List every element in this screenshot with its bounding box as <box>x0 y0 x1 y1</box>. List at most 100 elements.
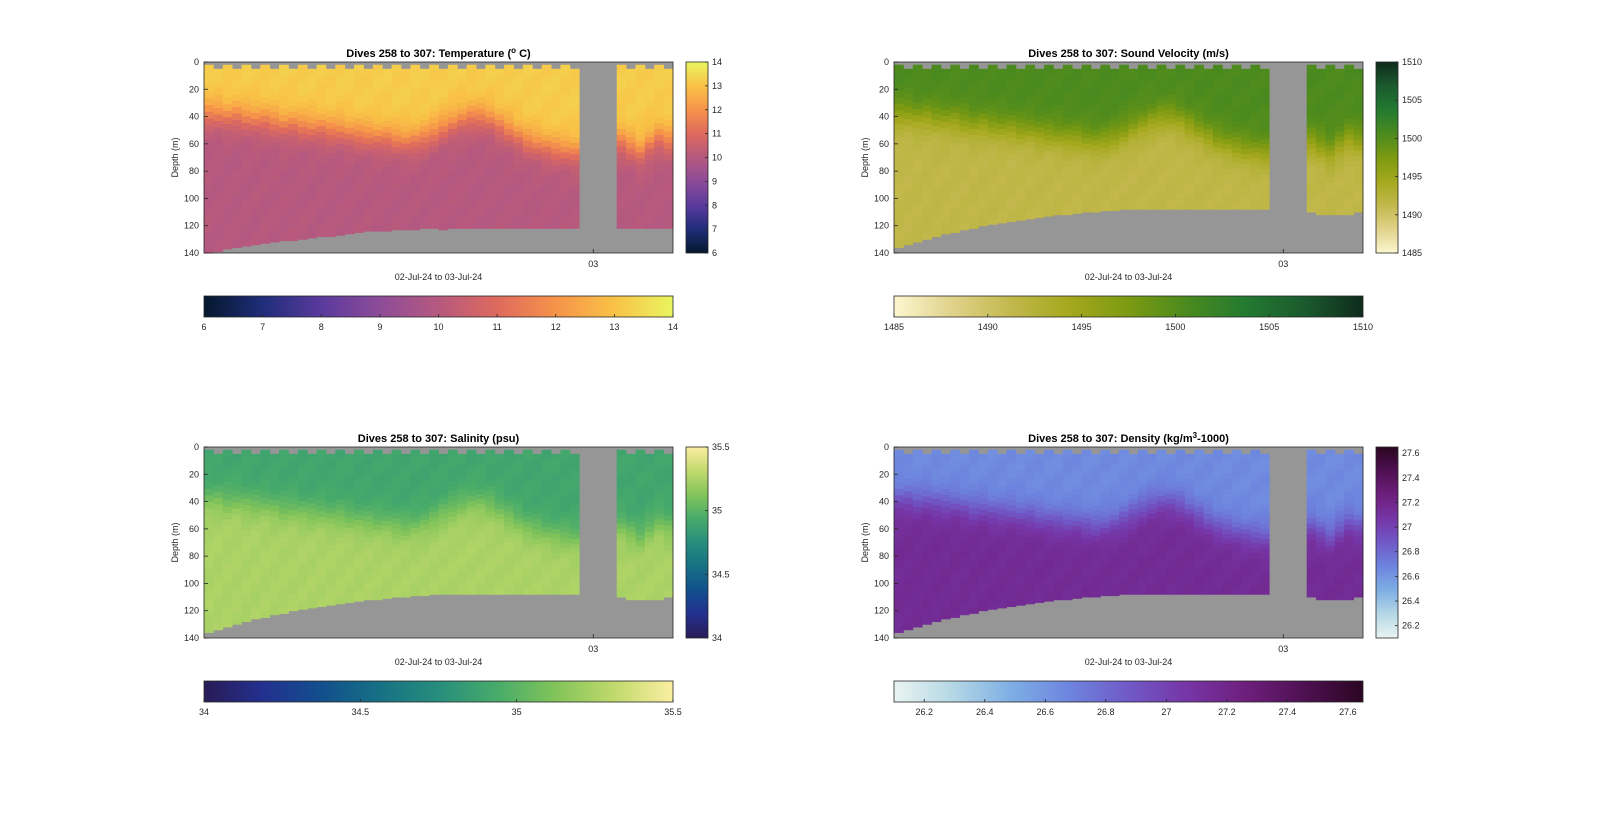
heatmap-cell <box>978 599 989 606</box>
heatmap-cell <box>269 534 280 541</box>
heatmap-cell <box>400 494 411 501</box>
heatmap-cell <box>987 483 998 491</box>
heatmap-cell <box>1222 78 1233 85</box>
heatmap-cell <box>1156 162 1167 169</box>
heatmap-cell <box>447 146 458 153</box>
heatmap-cell <box>532 498 543 505</box>
heatmap-cell <box>1203 179 1214 185</box>
heatmap-cell <box>260 103 271 110</box>
heatmap-cell <box>1128 584 1139 590</box>
heatmap-cell <box>894 560 904 568</box>
heatmap-cell <box>894 475 904 483</box>
heatmap-cell <box>438 218 449 225</box>
heatmap-cell <box>1072 562 1082 568</box>
heatmap-cell <box>903 617 914 624</box>
heatmap-cell <box>626 125 636 132</box>
heatmap-cell <box>1222 73 1233 80</box>
heatmap-cell <box>1044 91 1054 98</box>
heatmap-cell <box>513 509 524 515</box>
heatmap-cell <box>931 529 942 537</box>
heatmap-cell <box>1175 111 1186 117</box>
heatmap-cell <box>1119 578 1129 585</box>
heatmap-cell <box>382 474 392 481</box>
heatmap-cell <box>1128 189 1139 195</box>
heatmap-cell <box>447 584 458 590</box>
heatmap-cell <box>1053 474 1064 481</box>
heatmap-cell <box>1212 470 1223 476</box>
heatmap-cell <box>1194 558 1204 564</box>
heatmap-cell <box>513 114 524 121</box>
heatmap-cell <box>429 589 439 595</box>
heatmap-cell <box>1006 199 1017 206</box>
heatmap-cell <box>1194 116 1204 122</box>
heatmap-cell <box>1006 98 1017 105</box>
heatmap-cell <box>391 465 402 472</box>
heatmap-cell <box>1072 588 1082 594</box>
heatmap-cell <box>1119 193 1129 200</box>
heatmap-cell <box>1137 475 1148 482</box>
chart-title: Dives 258 to 307: Temperature (o C) <box>346 46 531 61</box>
heatmap-cell <box>1194 460 1204 466</box>
heatmap-cell <box>644 594 655 601</box>
heatmap-cell <box>1062 551 1073 558</box>
heatmap-cell <box>1090 94 1101 100</box>
heatmap-cell <box>372 219 383 226</box>
heatmap-cell <box>1053 79 1064 85</box>
heatmap-cell <box>1147 68 1158 75</box>
heatmap-cell <box>1100 184 1111 191</box>
heatmap-cell <box>476 559 486 565</box>
heatmap-cell <box>241 554 252 561</box>
heatmap-cell <box>204 226 214 234</box>
heatmap-cell <box>1006 522 1017 529</box>
heatmap-cell <box>1034 560 1045 566</box>
heatmap-cell <box>400 206 411 213</box>
heatmap-cell <box>279 484 289 492</box>
heatmap-cell <box>922 184 932 192</box>
heatmap-cell <box>1137 527 1148 533</box>
heatmap-cell <box>391 581 402 587</box>
heatmap-cell <box>344 496 355 503</box>
heatmap-cell <box>504 578 514 585</box>
heatmap-cell <box>1081 518 1092 524</box>
heatmap-cell <box>1334 136 1345 143</box>
heatmap-cell <box>447 491 458 497</box>
heatmap-cell <box>316 455 327 462</box>
heatmap-cell <box>400 499 411 506</box>
heatmap-cell <box>1072 577 1082 584</box>
heatmap-cell <box>1090 79 1101 85</box>
heatmap-cell <box>626 142 636 150</box>
heatmap-cell <box>635 551 646 558</box>
heatmap-cell <box>466 542 477 549</box>
heatmap-cell <box>1100 195 1111 201</box>
heatmap-cell <box>1306 117 1317 124</box>
heatmap-cell <box>307 536 317 543</box>
heatmap-cell <box>569 458 580 465</box>
heatmap-cell <box>1184 154 1195 160</box>
heatmap-cell <box>1184 73 1195 80</box>
heatmap-cell <box>1306 80 1317 87</box>
heatmap-cell <box>457 137 468 144</box>
heatmap-cell <box>931 523 942 530</box>
heatmap-cell <box>1015 117 1026 124</box>
heatmap-cell <box>382 121 392 128</box>
heatmap-cell <box>644 137 655 144</box>
heatmap-cell <box>1062 129 1073 135</box>
heatmap-cell <box>363 547 374 554</box>
heatmap-cell <box>241 529 252 537</box>
heatmap-cell <box>513 488 524 495</box>
heatmap-cell <box>363 103 374 110</box>
heatmap-cell <box>1334 74 1345 80</box>
heatmap-cell <box>1100 527 1111 534</box>
heatmap-cell <box>950 100 961 108</box>
heatmap-cell <box>457 171 468 178</box>
heatmap-cell <box>1053 94 1064 101</box>
heatmap-cell <box>522 164 533 171</box>
heatmap-cell <box>1081 560 1092 566</box>
heatmap-cell <box>382 500 392 506</box>
heatmap-cell <box>354 509 364 516</box>
heatmap-cell <box>922 612 932 619</box>
heatmap-cell <box>1344 75 1355 82</box>
heatmap-cell <box>1184 463 1195 470</box>
heatmap-cell <box>222 449 233 457</box>
heatmap-cell <box>950 130 961 138</box>
